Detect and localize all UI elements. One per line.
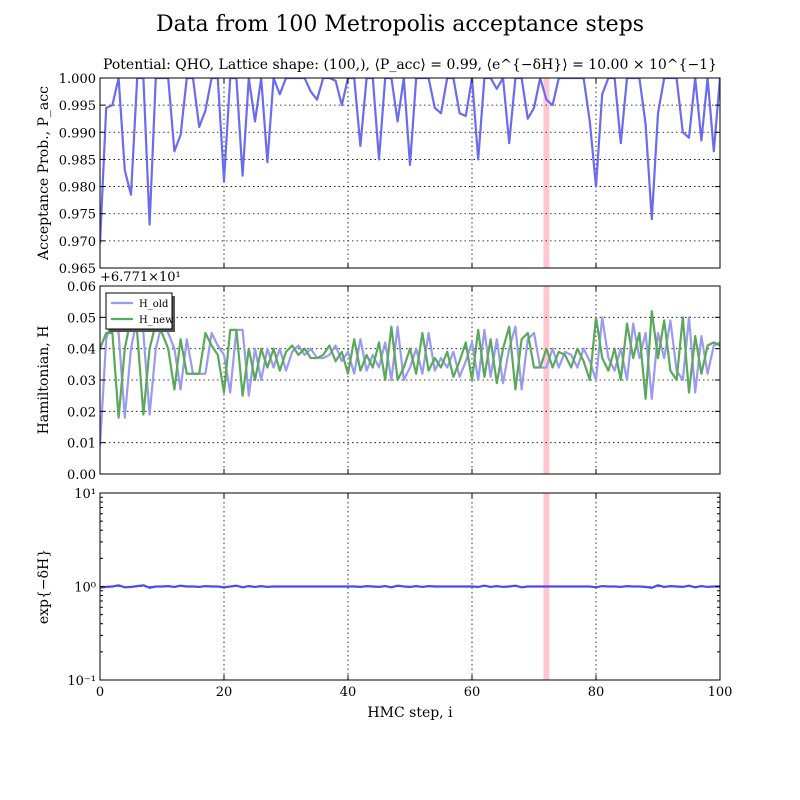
y-tick-label: 0.00 — [67, 468, 96, 483]
y-tick-label: 0.965 — [59, 262, 96, 277]
panels: 0.965 0.970 0.975 0.980 0.985 0.990 0.995 1.000… — [36, 72, 732, 700]
axes-frame — [99, 77, 721, 269]
legend-entry: H_new — [139, 315, 174, 326]
y-tick-label: 0.970 — [59, 235, 96, 250]
y-tick-label: 10⁰ — [74, 581, 96, 596]
y-axis-label: Hamiltonian, H — [36, 326, 52, 435]
panel-expdh: 10⁻¹ 10⁰ 10¹ 0 20 40 60 80 100 exp{−δH} — [36, 487, 732, 700]
y-tick-label: 10¹ — [74, 487, 96, 502]
figure-title: Data from 100 Metropolis acceptance step… — [156, 12, 644, 37]
legend-entry: H_old — [139, 299, 169, 310]
series-line-0 — [100, 78, 720, 244]
panel-acceptance: 0.965 0.970 0.975 0.980 0.985 0.990 0.995 1.000… — [36, 72, 721, 277]
y-tick-label: 0.01 — [67, 437, 96, 452]
x-tick-label: 20 — [216, 685, 233, 700]
y-tick-label: 0.05 — [67, 311, 96, 326]
x-tick-label: 40 — [340, 685, 357, 700]
y-tick-label: 0.03 — [67, 374, 96, 389]
y-tick-label: 0.990 — [59, 126, 96, 141]
x-tick-label: 0 — [96, 685, 104, 700]
y-tick-label: 1.000 — [59, 72, 96, 87]
series-line-h-new — [100, 309, 720, 419]
x-axis-label: HMC step, i — [367, 705, 453, 721]
y-tick-label: 0.975 — [59, 208, 96, 223]
highlight-band — [543, 78, 550, 268]
y-tick-label: 10⁻¹ — [67, 674, 96, 689]
legend: H_old H_new — [105, 292, 175, 332]
x-tick-label: 60 — [464, 685, 481, 700]
x-tick-label: 100 — [708, 685, 733, 700]
series-line-0 — [100, 584, 720, 589]
y-tick-label: 0.06 — [67, 280, 96, 295]
y-offset-label: +6.771×10¹ — [100, 270, 181, 285]
y-tick-label: 0.995 — [59, 99, 96, 114]
series-line-h-old — [100, 316, 720, 446]
y-axis-label: Acceptance Prob., P_acc — [36, 86, 52, 261]
y-axis-label: exp{−δH} — [36, 549, 52, 624]
panel-hamiltonian: 0.00 0.01 0.02 0.03 0.04 0.05 0.06 Hamiltonian,… — [36, 270, 721, 483]
y-tick-label: 0.980 — [59, 181, 96, 196]
y-tick-label: 0.985 — [59, 153, 96, 168]
y-tick-label: 0.02 — [67, 405, 96, 420]
figure-subtitle: Potential: QHO, Lattice shape: (100,), ⟨… — [103, 57, 717, 73]
y-tick-label: 0.04 — [67, 343, 96, 358]
x-tick-label: 80 — [588, 685, 605, 700]
